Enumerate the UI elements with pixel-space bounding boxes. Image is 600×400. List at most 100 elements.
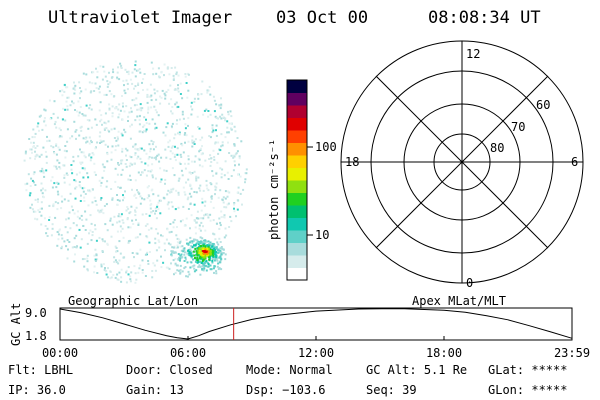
image-pixel	[159, 95, 161, 98]
image-pixel	[200, 93, 203, 96]
image-pixel	[198, 227, 201, 230]
spot-pixel	[219, 255, 222, 258]
image-pixel	[175, 189, 178, 192]
image-pixel	[153, 92, 156, 95]
image-pixel	[78, 184, 81, 187]
image-pixel	[101, 208, 104, 211]
image-pixel	[186, 251, 189, 254]
image-pixel	[117, 108, 120, 111]
image-pixel	[101, 123, 103, 126]
image-pixel	[229, 110, 232, 113]
image-pixel	[221, 168, 224, 171]
image-pixel	[93, 162, 96, 165]
image-pixel	[32, 141, 35, 144]
timeline-ytick-bottom: 1.8	[25, 329, 47, 343]
colorbar-swatch	[287, 217, 307, 231]
image-pixel	[37, 209, 40, 212]
status-glon: GLon: *****	[488, 383, 568, 397]
image-pixel	[175, 73, 178, 76]
image-pixel	[238, 155, 241, 158]
image-pixel	[94, 173, 97, 176]
image-pixel	[183, 224, 186, 227]
image-pixel	[75, 129, 78, 131]
colorbar-swatch	[287, 230, 307, 243]
image-pixel	[98, 85, 101, 88]
image-pixel	[139, 147, 142, 150]
image-pixel	[233, 203, 236, 206]
image-pixel	[121, 95, 123, 97]
image-pixel	[156, 154, 159, 157]
image-pixel	[98, 135, 101, 138]
image-pixel	[75, 234, 78, 237]
image-pixel	[204, 159, 207, 162]
image-pixel	[220, 103, 223, 106]
image-pixel	[154, 122, 157, 125]
image-pixel	[157, 239, 160, 242]
image-pixel	[173, 273, 175, 276]
image-pixel	[116, 194, 118, 196]
image-pixel	[220, 97, 222, 100]
image-pixel	[224, 117, 227, 120]
image-pixel	[110, 128, 113, 131]
image-pixel	[165, 156, 168, 159]
spot-pixel	[218, 267, 221, 270]
image-pixel	[152, 262, 155, 265]
timeline-right-title: Apex MLat/MLT	[412, 294, 506, 308]
spot-pixel	[179, 259, 181, 262]
image-pixel	[115, 250, 118, 253]
image-pixel	[214, 185, 217, 188]
spot-pixel	[219, 250, 222, 253]
image-pixel	[154, 207, 157, 210]
image-pixel	[110, 188, 113, 190]
image-pixel	[120, 280, 123, 283]
image-pixel	[48, 139, 51, 142]
image-pixel	[87, 269, 89, 272]
image-pixel	[199, 147, 202, 150]
image-pixel	[134, 153, 137, 156]
image-pixel	[187, 162, 190, 165]
image-pixel	[78, 171, 81, 174]
image-pixel	[205, 184, 208, 187]
image-pixel	[61, 200, 64, 203]
colorbar-swatch	[287, 142, 307, 156]
spot-pixel	[197, 243, 200, 246]
image-pixel	[116, 230, 119, 233]
image-pixel	[117, 186, 120, 189]
image-pixel	[118, 213, 120, 215]
spot-pixel	[198, 252, 201, 255]
image-pixel	[147, 228, 150, 231]
image-pixel	[66, 108, 69, 111]
image-pixel	[227, 131, 230, 134]
gcalt-value: 5.1 Re	[423, 363, 468, 377]
image-pixel	[150, 139, 153, 142]
image-pixel	[149, 199, 152, 202]
image-pixel	[139, 195, 142, 198]
spot-pixel	[187, 270, 190, 273]
image-pixel	[94, 118, 97, 121]
image-pixel	[154, 237, 157, 240]
image-pixel	[151, 270, 154, 272]
image-pixel	[84, 114, 87, 117]
image-pixel	[155, 98, 158, 101]
image-pixel	[66, 96, 69, 99]
image-pixel	[170, 110, 172, 113]
image-pixel	[201, 145, 203, 148]
spot-pixel	[205, 260, 208, 262]
image-pixel	[223, 174, 226, 177]
image-pixel	[146, 186, 149, 189]
image-pixel	[186, 96, 189, 99]
spot-pixel	[204, 241, 207, 244]
image-pixel	[101, 238, 104, 241]
image-pixel	[216, 161, 219, 164]
image-pixel	[135, 197, 138, 199]
image-pixel	[55, 143, 58, 146]
image-pixel	[189, 236, 192, 239]
image-pixel	[237, 186, 240, 189]
image-pixel	[27, 173, 30, 176]
image-pixel	[129, 278, 132, 281]
image-pixel	[230, 220, 233, 223]
image-pixel	[131, 219, 134, 222]
image-pixel	[117, 130, 120, 133]
image-pixel	[177, 193, 180, 196]
image-pixel	[124, 163, 127, 165]
